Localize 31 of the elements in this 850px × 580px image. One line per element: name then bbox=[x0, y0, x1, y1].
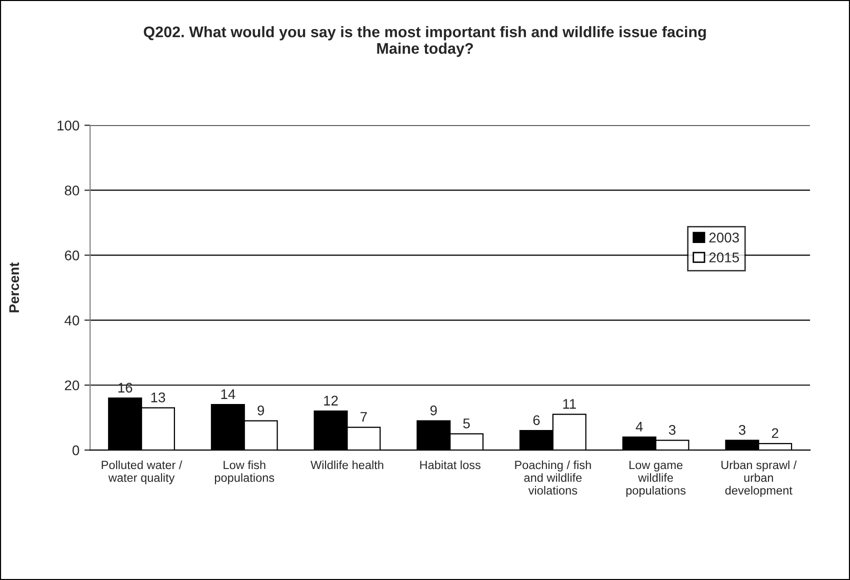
y-tick-label: 100 bbox=[58, 120, 80, 130]
y-tick-label: 0 bbox=[72, 445, 80, 456]
data-label: 2 bbox=[772, 428, 778, 438]
x-tick-label: Polluted water / water quality bbox=[102, 460, 182, 484]
y-tick-label: 20 bbox=[64, 380, 80, 390]
data-label: 4 bbox=[636, 422, 643, 432]
legend-label: 2015 bbox=[709, 252, 739, 262]
y-tick-label: 60 bbox=[64, 250, 80, 260]
data-label: 14 bbox=[221, 389, 236, 399]
x-tick-label: Urban sprawl / urban development bbox=[721, 460, 797, 497]
chart-title: Q202. What would you say is the most important fish and wildlife issue facing Maine today? bbox=[144, 26, 706, 57]
data-label: 13 bbox=[151, 392, 166, 402]
x-tick-label: Habitat loss bbox=[420, 460, 480, 470]
data-label: 12 bbox=[324, 396, 338, 406]
x-tick-label: Low fish populations bbox=[214, 460, 274, 484]
data-label: 11 bbox=[563, 399, 576, 409]
x-tick-label: Low game wildlife populations bbox=[626, 460, 686, 497]
data-label: 3 bbox=[668, 424, 676, 435]
data-label: 3 bbox=[738, 424, 746, 435]
y-tick-label: 80 bbox=[64, 186, 80, 196]
data-label: 9 bbox=[430, 405, 437, 416]
y-tick-label: 40 bbox=[64, 315, 80, 326]
data-label: 16 bbox=[118, 382, 132, 393]
data-label: 5 bbox=[463, 418, 470, 428]
data-label: 9 bbox=[258, 405, 264, 416]
y-axis-title: Percent bbox=[9, 262, 20, 312]
legend-label: 2003 bbox=[709, 232, 739, 242]
data-label: 7 bbox=[360, 412, 367, 422]
x-tick-label: Poaching / fish and wildlife violations bbox=[515, 460, 591, 495]
data-label: 6 bbox=[533, 415, 540, 426]
x-tick-label: Wildlife health bbox=[310, 460, 384, 470]
